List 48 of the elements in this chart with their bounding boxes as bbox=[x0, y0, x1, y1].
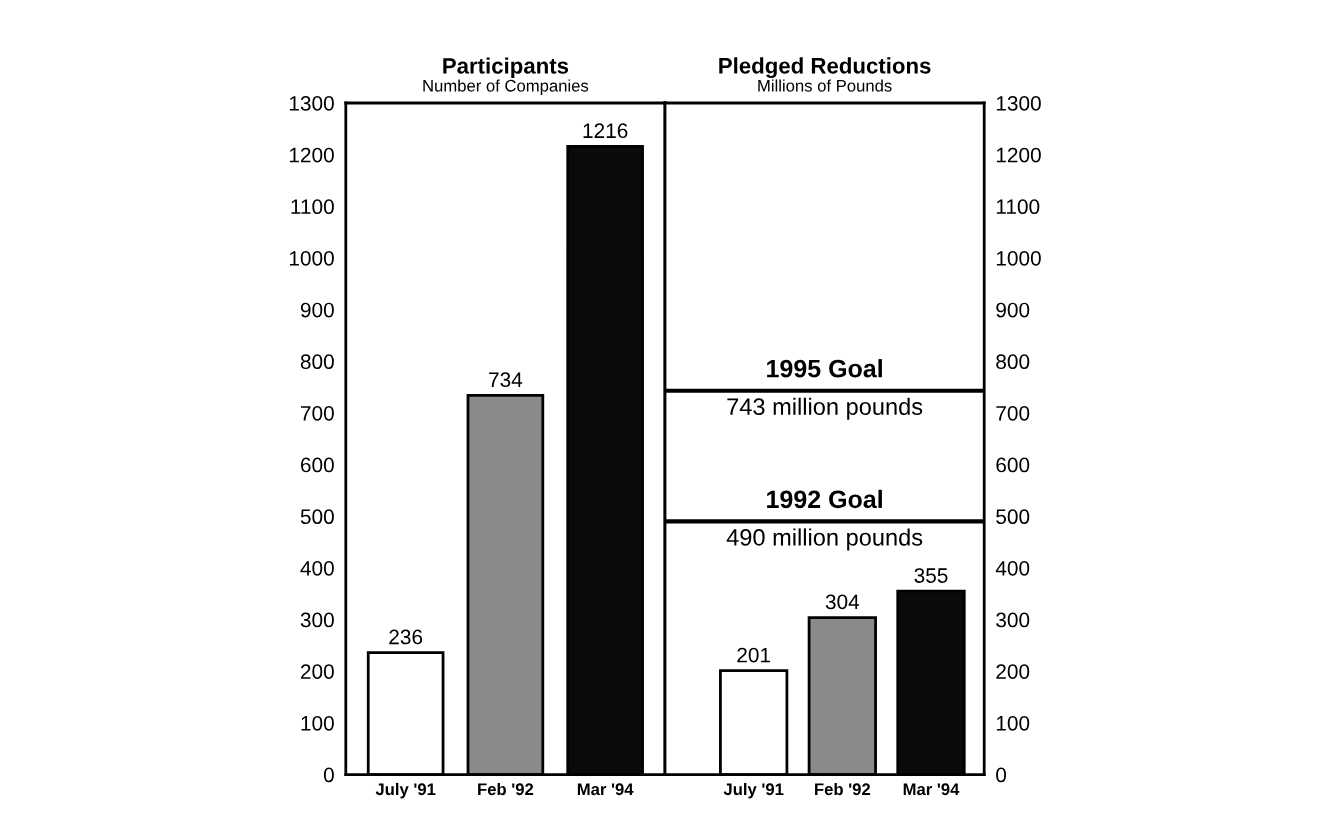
y-tick-label: 400 bbox=[300, 560, 334, 576]
data-label: 304 bbox=[825, 594, 860, 610]
x-tick-label: Feb '92 bbox=[815, 782, 871, 796]
x-tick-label: Mar '94 bbox=[577, 783, 634, 796]
y-tick-label: 500 bbox=[996, 509, 1030, 525]
x-tick-label: July '91 bbox=[723, 782, 784, 799]
ref-line-label: 1995 Goal bbox=[767, 359, 882, 378]
y-tick-label: 200 bbox=[996, 664, 1030, 679]
y-tick-label: 1200 bbox=[996, 147, 1041, 163]
x-tick-label: July '91 bbox=[375, 782, 436, 799]
y-tick-label: 0 bbox=[996, 767, 1007, 783]
y-tick-label: 800 bbox=[996, 354, 1030, 370]
y-tick-label: 700 bbox=[301, 405, 334, 421]
y-tick-label: 600 bbox=[300, 457, 334, 473]
y-tick-label: 600 bbox=[996, 457, 1030, 473]
chart-title: Pledged Reductions bbox=[719, 57, 931, 79]
y-tick-label: 900 bbox=[996, 302, 1030, 318]
y-tick-label: 1200 bbox=[289, 147, 334, 163]
y-tick-label: 1100 bbox=[996, 199, 1040, 215]
data-label: 1216 bbox=[583, 123, 628, 139]
y-tick-label: 1000 bbox=[996, 250, 1041, 266]
y-tick-label: 1100 bbox=[291, 199, 334, 215]
ref-line-label: 1992 Goal bbox=[767, 489, 882, 509]
y-tick-label: 1300 bbox=[996, 96, 1041, 111]
data-label: 355 bbox=[914, 568, 948, 583]
data-label: 236 bbox=[389, 629, 423, 645]
data-label: 734 bbox=[489, 372, 523, 388]
y-tick-label: 700 bbox=[996, 405, 1030, 421]
chart-subtitle: Millions of Pounds bbox=[758, 79, 892, 92]
x-tick-label: Mar '94 bbox=[903, 783, 960, 796]
y-tick-label: 500 bbox=[300, 509, 334, 525]
y-tick-label: 400 bbox=[995, 560, 1030, 576]
chart-title: Participants bbox=[443, 57, 569, 79]
y-tick-label: 900 bbox=[300, 302, 334, 318]
chart-subtitle: Number of Companies bbox=[423, 79, 589, 95]
y-tick-label: 200 bbox=[300, 664, 334, 679]
annotation: 490 million pounds bbox=[726, 528, 923, 551]
annotation: 743 million pounds bbox=[727, 397, 923, 420]
y-tick-label: 300 bbox=[300, 612, 334, 628]
data-label: 201 bbox=[737, 647, 771, 663]
y-tick-label: 800 bbox=[300, 354, 334, 370]
x-tick-label: Feb '92 bbox=[478, 782, 534, 796]
y-tick-label: 300 bbox=[996, 612, 1030, 628]
y-tick-label: 100 bbox=[996, 715, 1030, 731]
y-tick-label: 1000 bbox=[289, 250, 334, 266]
y-tick-label: 1300 bbox=[289, 96, 334, 111]
y-tick-label: 100 bbox=[301, 715, 334, 731]
y-tick-label: 0 bbox=[323, 767, 334, 783]
